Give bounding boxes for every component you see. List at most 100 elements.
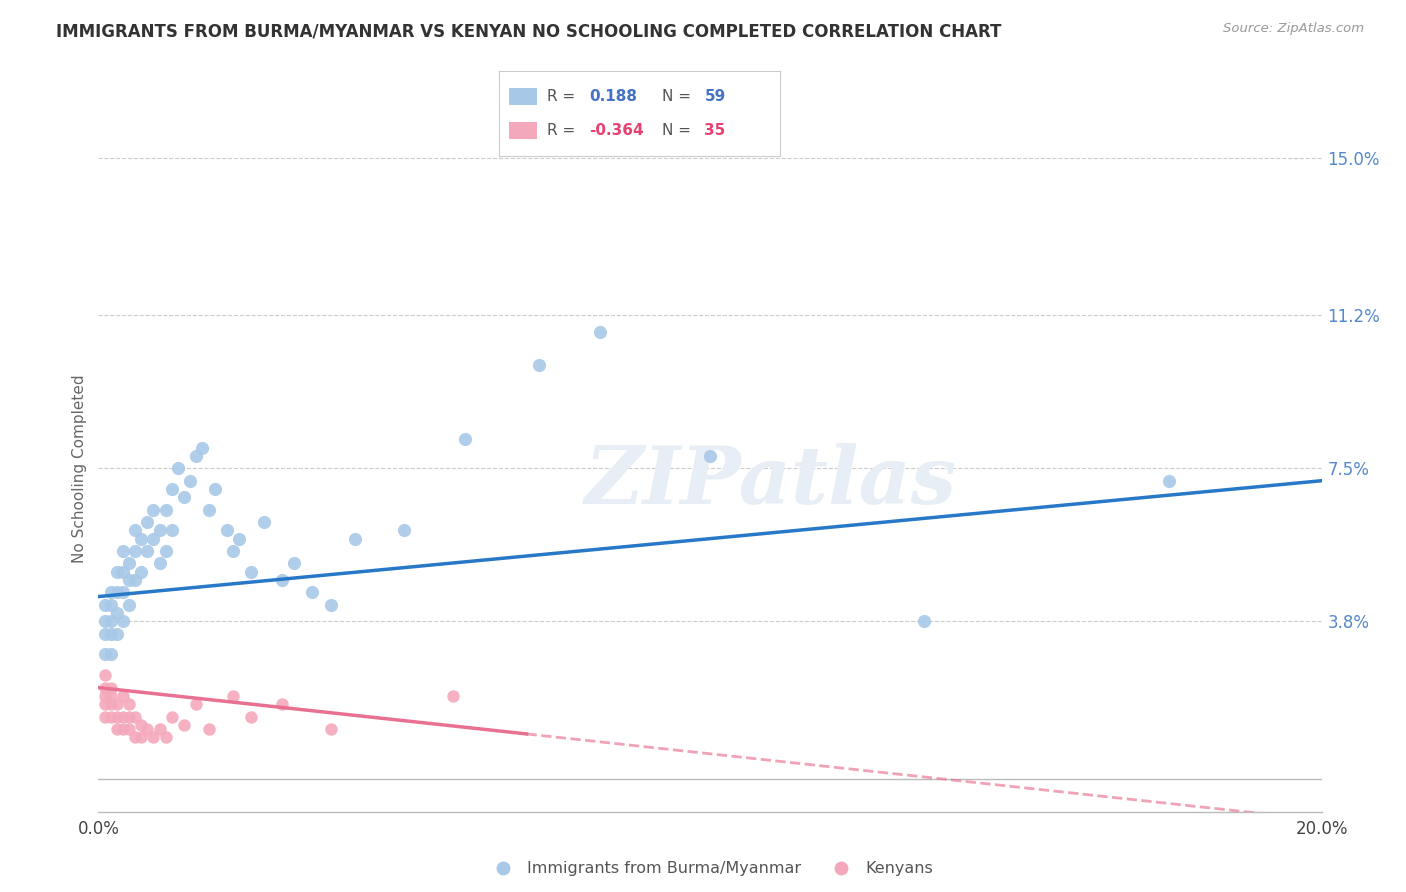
Point — [589, 325, 612, 339]
Point — [136, 722, 159, 736]
Point — [215, 524, 238, 538]
Point — [111, 544, 134, 558]
Point — [186, 449, 208, 463]
Point — [124, 544, 146, 558]
Text: R =: R = — [547, 89, 575, 104]
Text: -0.364: -0.364 — [589, 123, 644, 138]
Point — [204, 482, 226, 496]
Point — [155, 731, 177, 745]
Point — [173, 490, 195, 504]
Point — [283, 557, 305, 571]
Point — [93, 681, 115, 695]
Bar — [509, 122, 537, 139]
Point — [1157, 474, 1180, 488]
Point — [105, 565, 128, 579]
Point — [441, 689, 464, 703]
Point — [100, 627, 122, 641]
Point — [111, 709, 134, 723]
Point — [160, 709, 183, 723]
Point — [100, 709, 122, 723]
Legend: Immigrants from Burma/Myanmar, Kenyans: Immigrants from Burma/Myanmar, Kenyans — [481, 855, 939, 883]
Point — [118, 573, 141, 587]
Point — [186, 697, 208, 711]
Point — [111, 615, 134, 629]
Point — [118, 722, 141, 736]
Point — [118, 598, 141, 612]
Text: N =: N = — [662, 123, 692, 138]
Point — [228, 532, 250, 546]
Text: N =: N = — [662, 89, 692, 104]
Point — [155, 502, 177, 516]
Point — [118, 709, 141, 723]
Point — [149, 722, 172, 736]
Point — [124, 573, 146, 587]
Point — [155, 544, 177, 558]
Point — [93, 697, 115, 711]
Point — [454, 433, 477, 447]
Point — [136, 544, 159, 558]
Point — [105, 722, 128, 736]
Point — [111, 689, 134, 703]
Point — [100, 648, 122, 662]
Point — [142, 532, 165, 546]
Point — [149, 557, 172, 571]
Point — [149, 524, 172, 538]
Point — [179, 474, 201, 488]
Point — [319, 598, 342, 612]
Point — [222, 544, 245, 558]
Point — [93, 648, 115, 662]
Text: ZIPatlas: ZIPatlas — [585, 443, 957, 521]
Point — [240, 709, 263, 723]
Point — [93, 709, 115, 723]
Bar — [509, 88, 537, 105]
Point — [699, 449, 721, 463]
Point — [240, 565, 263, 579]
Point — [344, 532, 367, 546]
Point — [129, 718, 152, 732]
Point — [124, 524, 146, 538]
Point — [173, 718, 195, 732]
Point — [142, 731, 165, 745]
Y-axis label: No Schooling Completed: No Schooling Completed — [72, 374, 87, 563]
Point — [118, 557, 141, 571]
Point — [100, 697, 122, 711]
Point — [527, 358, 550, 372]
Text: R =: R = — [547, 123, 575, 138]
Point — [100, 615, 122, 629]
Point — [270, 697, 292, 711]
Point — [222, 689, 245, 703]
Point — [124, 709, 146, 723]
Point — [93, 689, 115, 703]
Point — [142, 502, 165, 516]
Point — [111, 565, 134, 579]
Point — [105, 627, 128, 641]
Point — [105, 697, 128, 711]
Text: 35: 35 — [704, 123, 725, 138]
Point — [252, 515, 274, 529]
Point — [111, 585, 134, 599]
Point — [105, 709, 128, 723]
Point — [93, 598, 115, 612]
Point — [93, 615, 115, 629]
Point — [167, 461, 190, 475]
Point — [105, 606, 128, 620]
Point — [160, 482, 183, 496]
Point — [197, 722, 219, 736]
Point — [129, 731, 152, 745]
Point — [100, 689, 122, 703]
Point — [160, 524, 183, 538]
Point — [197, 502, 219, 516]
Point — [129, 565, 152, 579]
Point — [93, 627, 115, 641]
Point — [191, 441, 214, 455]
Point — [392, 524, 416, 538]
Point — [93, 668, 115, 682]
Point — [270, 573, 292, 587]
Point — [100, 585, 122, 599]
Point — [100, 681, 122, 695]
Text: Source: ZipAtlas.com: Source: ZipAtlas.com — [1223, 22, 1364, 36]
Text: IMMIGRANTS FROM BURMA/MYANMAR VS KENYAN NO SCHOOLING COMPLETED CORRELATION CHART: IMMIGRANTS FROM BURMA/MYANMAR VS KENYAN … — [56, 22, 1001, 40]
Text: 0.188: 0.188 — [589, 89, 637, 104]
Point — [912, 615, 935, 629]
Point — [124, 731, 146, 745]
